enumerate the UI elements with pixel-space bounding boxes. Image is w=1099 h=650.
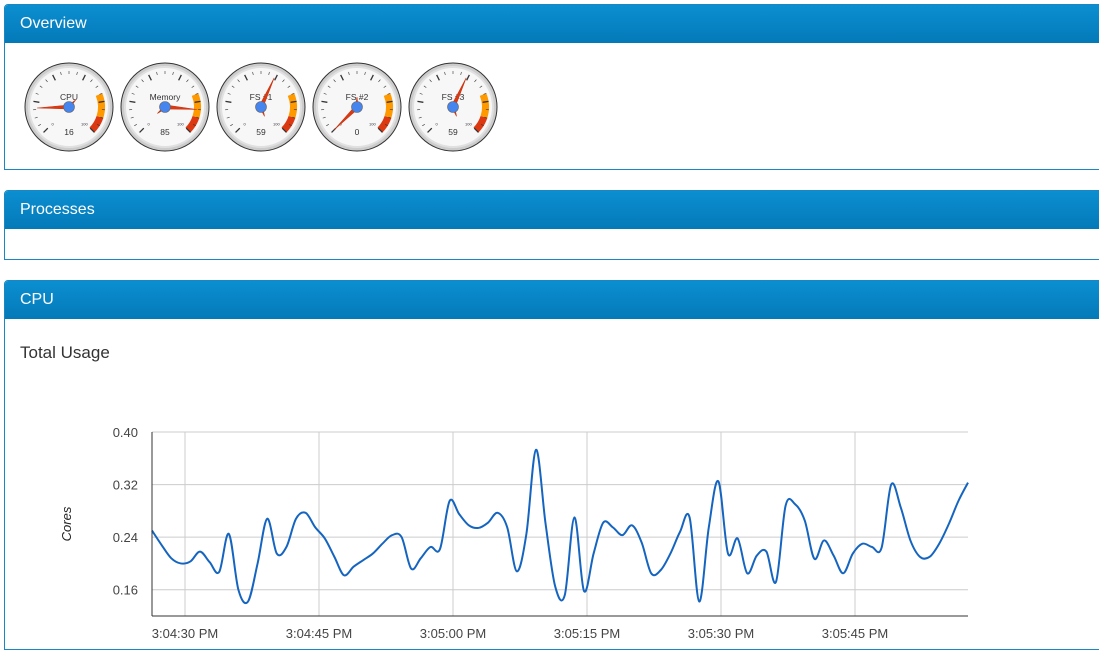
gauge-value: 0 bbox=[355, 127, 360, 137]
x-tick-label: 3:05:30 PM bbox=[688, 626, 755, 641]
x-tick-label: 3:05:45 PM bbox=[822, 626, 889, 641]
gauge-value: 59 bbox=[448, 127, 458, 137]
gauge-label: Memory bbox=[150, 92, 181, 102]
usage-series-line bbox=[152, 450, 968, 603]
svg-text:100: 100 bbox=[177, 121, 184, 126]
gauge-value: 59 bbox=[256, 127, 266, 137]
y-tick-label: 0.40 bbox=[113, 425, 138, 440]
svg-text:100: 100 bbox=[81, 121, 88, 126]
processes-panel: Processes bbox=[4, 190, 1099, 260]
overview-header[interactable]: Overview bbox=[5, 5, 1099, 43]
y-tick-label: 0.32 bbox=[113, 478, 138, 493]
x-tick-label: 3:05:15 PM bbox=[554, 626, 621, 641]
y-axis-label: Cores bbox=[59, 506, 74, 541]
y-tick-label: 0.16 bbox=[113, 583, 138, 598]
y-tick-label: 0.24 bbox=[113, 530, 138, 545]
cpu-usage-chart: 0.40 0.32 0.24 0.16 3:04:30 PM 3:04:45 PM 3:05… bbox=[5, 281, 1095, 641]
svg-text:100: 100 bbox=[273, 121, 280, 126]
x-tick-label: 3:04:45 PM bbox=[286, 626, 353, 641]
svg-text:100: 100 bbox=[369, 121, 376, 126]
svg-text:100: 100 bbox=[465, 121, 472, 126]
x-tick-label: 3:04:30 PM bbox=[152, 626, 219, 641]
x-tick-label: 3:05:00 PM bbox=[420, 626, 487, 641]
gauge-label: FS #3 bbox=[442, 92, 465, 102]
gauge-label: FS #1 bbox=[250, 92, 273, 102]
processes-header[interactable]: Processes bbox=[5, 191, 1099, 229]
gauge-value: 85 bbox=[160, 127, 170, 137]
gauge-value: 16 bbox=[64, 127, 74, 137]
